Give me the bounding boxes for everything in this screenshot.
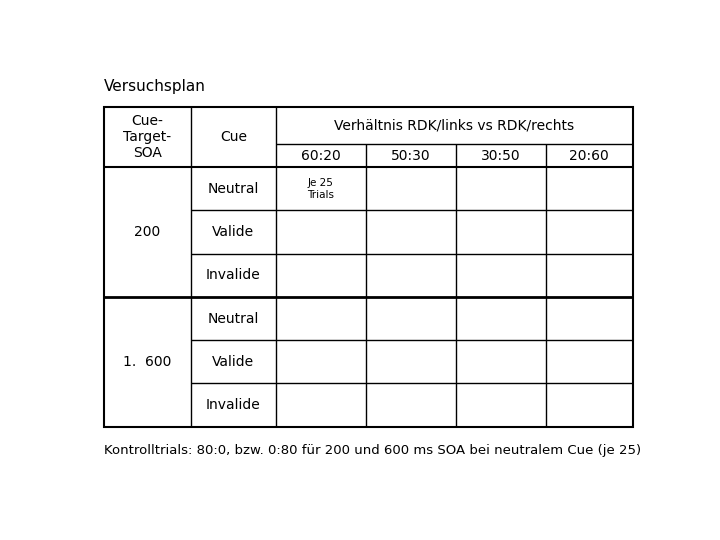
Text: 20:60: 20:60 xyxy=(570,148,609,163)
Text: Cue-
Target-
SOA: Cue- Target- SOA xyxy=(123,114,171,160)
Text: Je 25
Trials: Je 25 Trials xyxy=(307,178,335,200)
Text: Neutral: Neutral xyxy=(207,312,259,326)
Text: Cue: Cue xyxy=(220,130,247,144)
Text: 30:50: 30:50 xyxy=(481,148,521,163)
Text: Neutral: Neutral xyxy=(207,182,259,196)
Text: 50:30: 50:30 xyxy=(391,148,431,163)
Text: Versuchsplan: Versuchsplan xyxy=(104,79,206,94)
Text: Verhältnis RDK/links vs RDK/rechts: Verhältnis RDK/links vs RDK/rechts xyxy=(334,119,575,133)
Text: 1.  600: 1. 600 xyxy=(123,355,171,369)
Text: 60:20: 60:20 xyxy=(301,148,341,163)
Text: Valide: Valide xyxy=(212,355,254,369)
Text: Valide: Valide xyxy=(212,225,254,239)
Text: Kontrolltrials: 80:0, bzw. 0:80 für 200 und 600 ms SOA bei neutralem Cue (je 25): Kontrolltrials: 80:0, bzw. 0:80 für 200 … xyxy=(104,444,641,457)
Bar xyxy=(104,107,632,427)
Text: Invalide: Invalide xyxy=(206,268,261,282)
Text: Invalide: Invalide xyxy=(206,398,261,412)
Text: 200: 200 xyxy=(134,225,161,239)
